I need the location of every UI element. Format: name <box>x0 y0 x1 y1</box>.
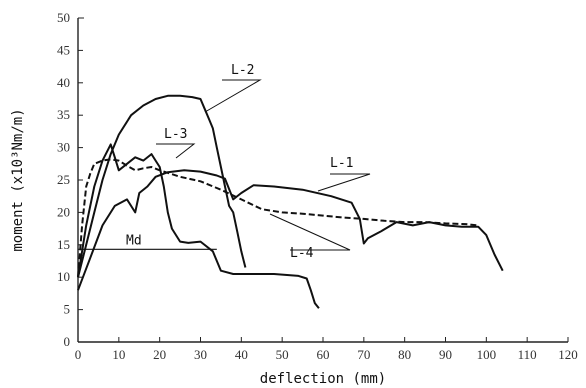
y-tick-label: 50 <box>57 10 70 25</box>
y-ticks: 0 5 10 15 20 25 30 35 40 45 50 <box>57 10 83 349</box>
x-tick-label: 50 <box>276 347 289 362</box>
x-axis-title: deflection (mm) <box>260 371 386 387</box>
series-line-l-3 <box>77 143 320 309</box>
y-tick-label: 10 <box>57 269 70 284</box>
series-line-l-4 <box>77 158 479 278</box>
x-tick-label: 10 <box>112 347 125 362</box>
series-label-l-3: L-3 <box>164 127 187 142</box>
series-label-leader <box>156 143 196 159</box>
x-tick-label: 40 <box>235 347 248 362</box>
md-label: Md <box>126 233 142 248</box>
series-line-l-1 <box>77 169 504 291</box>
y-tick-label: 15 <box>57 237 70 252</box>
x-tick-label: 20 <box>153 347 166 362</box>
y-tick-label: 0 <box>64 334 71 349</box>
x-tick-label: 120 <box>558 347 578 362</box>
y-tick-label: 30 <box>57 140 70 155</box>
x-tick-label: 80 <box>398 347 411 362</box>
annotation-layer: Md <box>78 233 217 250</box>
x-tick-label: 110 <box>518 347 537 362</box>
y-axis-title: moment (x10³Nm/m) <box>10 108 26 251</box>
y-tick-label: 25 <box>57 172 70 187</box>
x-tick-label: 70 <box>357 347 370 362</box>
x-tick-label: 60 <box>317 347 330 362</box>
plot-axes <box>77 17 568 343</box>
y-tick-label: 45 <box>57 42 70 57</box>
series-layer <box>77 94 504 309</box>
x-tick-label: 100 <box>477 347 497 362</box>
series-label-leader <box>317 173 371 192</box>
x-ticks: 0 10 20 30 40 50 60 70 80 90 100 110 120 <box>75 337 578 362</box>
y-tick-label: 5 <box>64 302 71 317</box>
series-label-leader <box>204 79 262 113</box>
y-tick-label: 40 <box>57 75 70 90</box>
series-label-leader <box>269 213 351 251</box>
series-labels: L-1 L-2 L-3 L-4 <box>156 63 371 261</box>
y-tick-label: 35 <box>57 107 70 122</box>
series-label-l-4: L-4 <box>290 246 314 261</box>
y-tick-label: 20 <box>57 204 70 219</box>
series-line-l-2 <box>77 94 247 278</box>
x-tick-label: 30 <box>194 347 207 362</box>
x-tick-label: 0 <box>75 347 82 362</box>
x-tick-label: 90 <box>439 347 452 362</box>
series-label-l-2: L-2 <box>231 63 254 78</box>
series-label-l-1: L-1 <box>330 156 353 171</box>
